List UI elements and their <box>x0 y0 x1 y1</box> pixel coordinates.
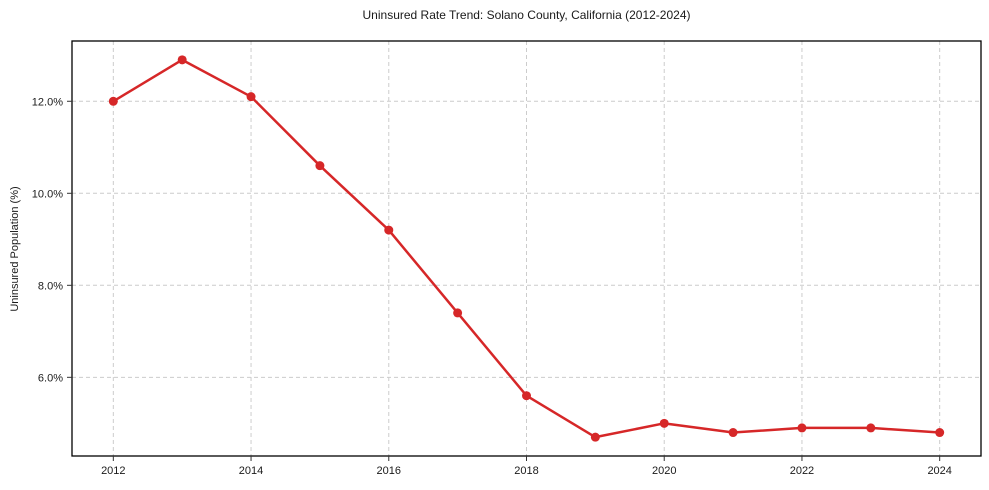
x-tick-label: 2024 <box>927 465 951 477</box>
data-point-marker <box>590 432 600 442</box>
x-tick-label: 2020 <box>652 465 676 477</box>
y-tick-label: 12.0% <box>32 96 63 108</box>
data-point-marker <box>659 418 669 428</box>
y-axis-label: Uninsured Population (%) <box>9 186 21 312</box>
y-tick-label: 6.0% <box>38 372 63 384</box>
data-point-marker <box>177 55 187 65</box>
data-point-marker <box>797 423 807 433</box>
data-point-marker <box>384 225 394 235</box>
y-tick-label: 8.0% <box>38 280 63 292</box>
y-tick-label: 10.0% <box>32 188 63 200</box>
data-point-marker <box>866 423 876 433</box>
data-point-marker <box>315 161 325 171</box>
x-tick-label: 2022 <box>790 465 814 477</box>
data-point-marker <box>728 428 738 438</box>
data-point-marker <box>522 391 531 401</box>
data-point-marker <box>246 92 256 102</box>
x-tick-label: 2016 <box>377 465 401 477</box>
data-point-marker <box>108 96 118 106</box>
chart-title: Uninsured Rate Trend: Solano County, Cal… <box>362 8 691 22</box>
data-point-marker <box>453 308 463 318</box>
x-tick-label: 2018 <box>514 465 538 477</box>
data-point-marker <box>935 428 945 438</box>
x-tick-label: 2014 <box>239 465 263 477</box>
x-tick-label: 2012 <box>101 465 125 477</box>
